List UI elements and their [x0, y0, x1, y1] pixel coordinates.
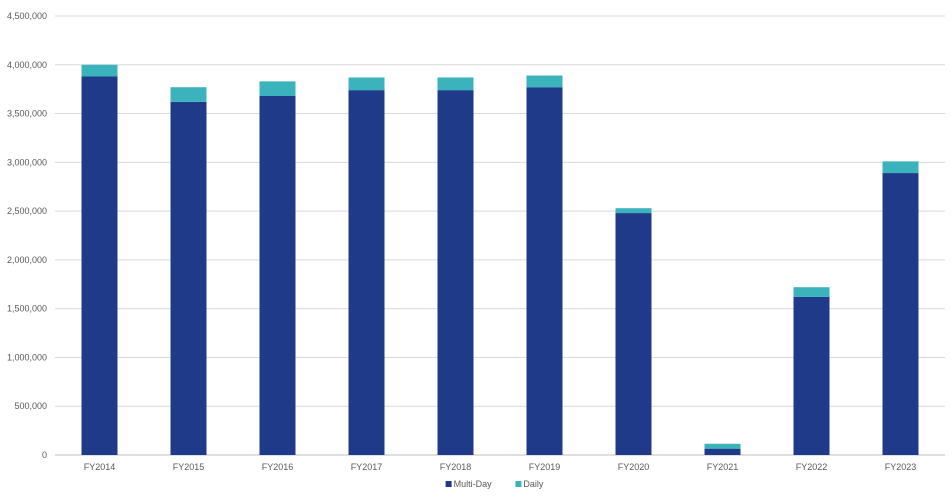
- legend-swatch: [515, 481, 521, 487]
- x-tick-label: FY2023: [885, 462, 917, 472]
- legend-label: Multi-Day: [454, 479, 493, 489]
- y-tick-label: 3,500,000: [7, 109, 47, 119]
- y-tick-label: 500,000: [14, 401, 47, 411]
- x-tick-label: FY2019: [529, 462, 561, 472]
- x-tick-label: FY2021: [707, 462, 739, 472]
- bar-daily-fy2023: [883, 161, 919, 173]
- y-tick-label: 3,000,000: [7, 157, 47, 167]
- legend: Multi-Day Daily: [446, 479, 544, 489]
- y-tick-label: 2,000,000: [7, 255, 47, 265]
- y-tick-label: 4,000,000: [7, 60, 47, 70]
- x-axis-ticks: FY2014 FY2015 FY2016 FY2017 FY2018 FY2019 FY20…: [84, 462, 917, 472]
- x-tick-label: FY2016: [262, 462, 294, 472]
- legend-swatch: [446, 481, 452, 487]
- y-tick-label: 1,000,000: [7, 352, 47, 362]
- x-tick-label: FY2018: [440, 462, 472, 472]
- bar-multi-day-fy2016: [260, 96, 296, 455]
- x-tick-label: FY2017: [351, 462, 383, 472]
- bar-multi-day-fy2018: [438, 90, 474, 455]
- bar-daily-fy2021: [705, 444, 741, 449]
- x-tick-label: FY2015: [173, 462, 205, 472]
- bar-multi-day-fy2019: [527, 87, 563, 455]
- bar-multi-day-fy2021: [705, 449, 741, 455]
- x-tick-label: FY2020: [618, 462, 650, 472]
- y-tick-label: 1,500,000: [7, 304, 47, 314]
- bar-multi-day-fy2014: [82, 76, 118, 455]
- bar-daily-fy2014: [82, 65, 118, 77]
- bar-multi-day-fy2015: [171, 102, 207, 455]
- y-axis-ticks: 0 500,000 1,000,000 1,500,000 2,000,000 2,500…: [7, 11, 47, 460]
- bar-daily-fy2019: [527, 76, 563, 88]
- y-tick-label: 4,500,000: [7, 11, 47, 21]
- bar-daily-fy2015: [171, 87, 207, 102]
- bar-multi-day-fy2017: [349, 90, 385, 455]
- bar-daily-fy2016: [260, 81, 296, 96]
- x-tick-label: FY2014: [84, 462, 116, 472]
- bar-daily-fy2022: [794, 287, 830, 297]
- bar-daily-fy2017: [349, 77, 385, 90]
- bar-multi-day-fy2022: [794, 297, 830, 455]
- bar-multi-day-fy2020: [616, 213, 652, 455]
- x-tick-label: FY2022: [796, 462, 828, 472]
- bar-multi-day-fy2023: [883, 173, 919, 455]
- legend-label: Daily: [523, 479, 544, 489]
- bar-daily-fy2020: [616, 208, 652, 213]
- bar-daily-fy2018: [438, 77, 474, 90]
- y-tick-label: 2,500,000: [7, 206, 47, 216]
- y-tick-label: 0: [42, 450, 47, 460]
